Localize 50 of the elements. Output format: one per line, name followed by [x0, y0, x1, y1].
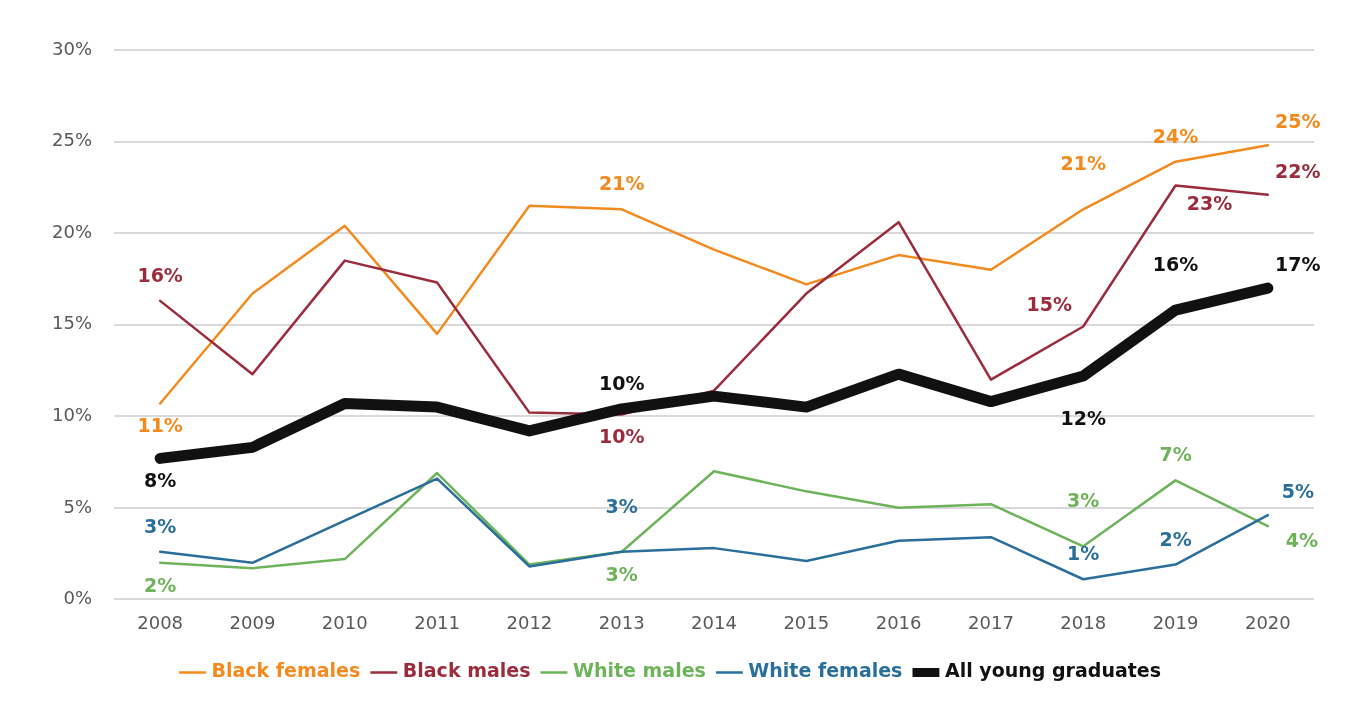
data-label: 15% — [1026, 293, 1072, 316]
y-tick-label: 30% — [51, 37, 93, 59]
data-label: 22% — [1275, 159, 1321, 182]
y-tick-label: 10% — [51, 403, 93, 425]
legend-label: Black males — [402, 659, 531, 682]
x-tick-label: 2018 — [1060, 611, 1107, 633]
data-label: 8% — [144, 469, 177, 492]
x-tick-label: 2015 — [783, 611, 830, 633]
legend-label: White females — [748, 659, 903, 682]
data-label: 16% — [137, 263, 183, 286]
data-label: 24% — [1152, 124, 1199, 147]
data-label: 17% — [1275, 253, 1321, 276]
y-tick-label: 15% — [51, 312, 93, 334]
data-label: 2% — [144, 573, 177, 596]
data-label: 25% — [1275, 110, 1321, 133]
data-label: 21% — [598, 172, 645, 195]
data-label: 16% — [1152, 252, 1199, 275]
data-label: 23% — [1186, 192, 1233, 215]
data-label: 5% — [1281, 480, 1314, 503]
data-label: 3% — [1067, 489, 1100, 512]
data-label: 7% — [1159, 443, 1192, 466]
x-tick-label: 2013 — [598, 611, 645, 633]
data-label: 3% — [605, 562, 638, 585]
x-tick-label: 2019 — [1152, 611, 1199, 633]
data-label: 12% — [1060, 406, 1106, 429]
x-tick-label: 2011 — [414, 611, 460, 633]
x-tick-label: 2008 — [137, 611, 184, 633]
data-label: 21% — [1060, 152, 1106, 175]
data-label: 3% — [144, 514, 177, 537]
data-label: 10% — [598, 425, 645, 448]
x-tick-label: 2016 — [875, 611, 922, 633]
data-label: 3% — [605, 494, 638, 517]
data-label: 11% — [137, 414, 183, 437]
data-label: 4% — [1285, 529, 1318, 552]
x-tick-label: 2010 — [321, 611, 368, 633]
x-tick-label: 2012 — [506, 611, 553, 633]
y-tick-label: 5% — [63, 495, 93, 517]
legend-label: Black females — [211, 659, 361, 682]
legend-label: All young graduates — [944, 659, 1162, 682]
x-tick-label: 2017 — [968, 611, 1014, 633]
y-tick-label: 0% — [63, 587, 93, 609]
legend-label: White males — [572, 659, 706, 682]
data-label: 2% — [1159, 527, 1192, 550]
x-tick-label: 2014 — [691, 611, 737, 633]
y-tick-label: 25% — [51, 129, 93, 151]
x-tick-label: 2020 — [1244, 611, 1291, 633]
data-label: 10% — [598, 371, 645, 394]
data-label: 1% — [1067, 542, 1100, 565]
y-tick-label: 20% — [51, 220, 93, 242]
x-tick-label: 2009 — [229, 611, 276, 633]
